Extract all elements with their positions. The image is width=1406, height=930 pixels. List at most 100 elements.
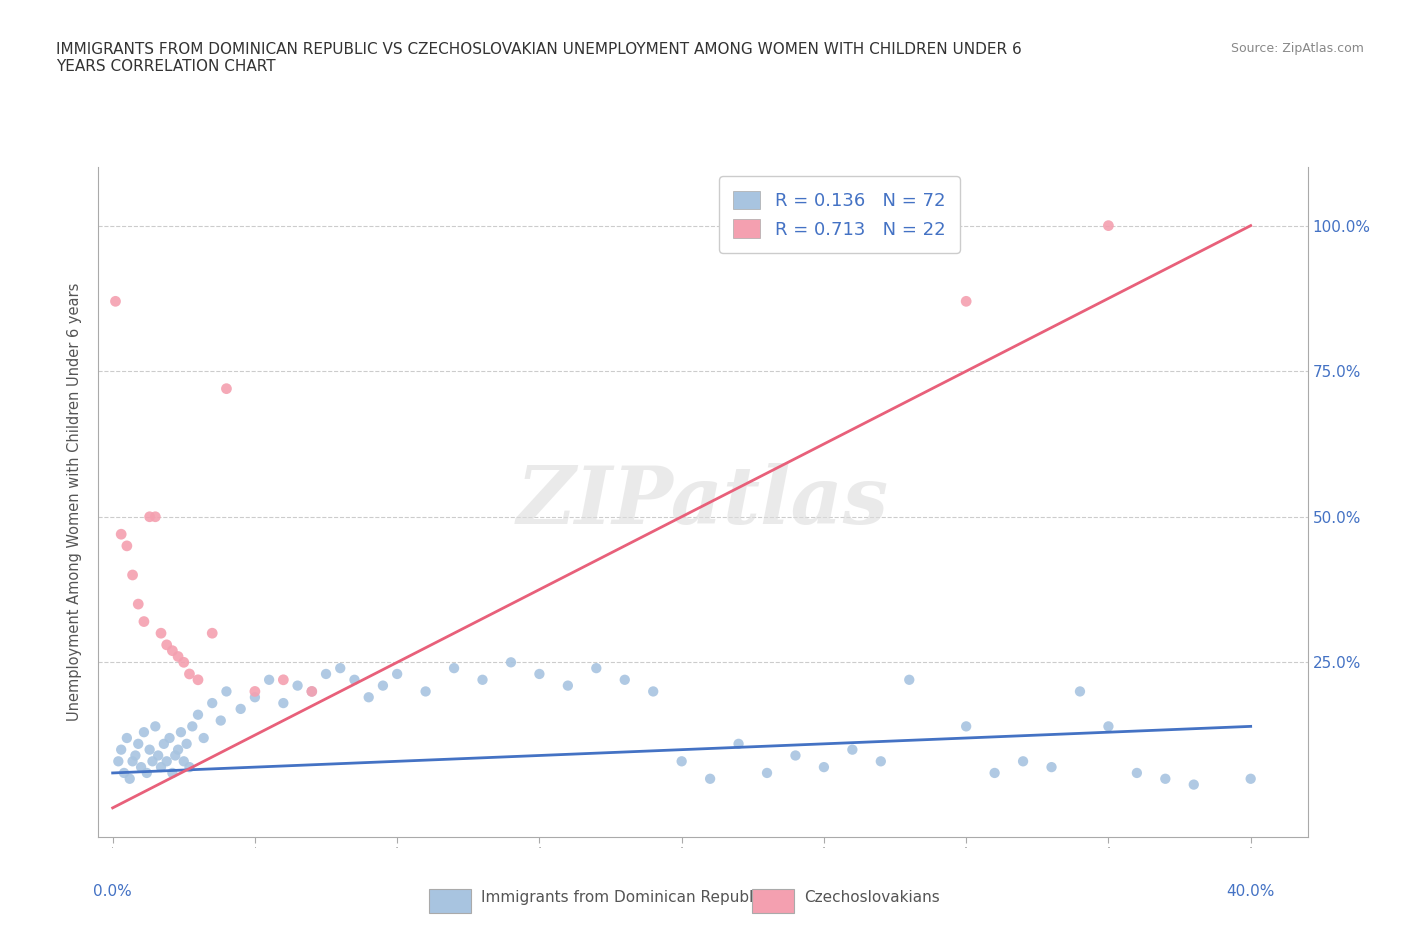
Point — [643, 684, 665, 698]
Point — [173, 754, 195, 769]
Point — [135, 765, 157, 780]
Point — [112, 765, 135, 780]
Text: Immigrants from Dominican Republic: Immigrants from Dominican Republic — [481, 890, 766, 905]
Point — [150, 626, 173, 641]
Point — [443, 660, 465, 675]
Point — [170, 724, 193, 739]
Text: IMMIGRANTS FROM DOMINICAN REPUBLIC VS CZECHOSLOVAKIAN UNEMPLOYMENT AMONG WOMEN W: IMMIGRANTS FROM DOMINICAN REPUBLIC VS CZ… — [56, 42, 1022, 74]
Point — [1097, 219, 1119, 233]
Point — [671, 754, 693, 769]
Point — [499, 655, 522, 670]
Point — [124, 748, 146, 763]
Point — [141, 754, 163, 769]
Point — [273, 672, 295, 687]
Point — [215, 381, 238, 396]
Point — [315, 667, 337, 682]
Point — [229, 701, 252, 716]
Point — [153, 737, 176, 751]
Point — [955, 719, 977, 734]
Point — [146, 748, 169, 763]
Point — [104, 294, 127, 309]
Point — [841, 742, 863, 757]
Point — [287, 678, 309, 693]
Point — [176, 737, 198, 751]
Point — [107, 754, 129, 769]
Point — [869, 754, 891, 769]
Point — [813, 760, 835, 775]
Text: Czechoslovakians: Czechoslovakians — [804, 890, 941, 905]
Point — [1097, 719, 1119, 734]
Point — [1012, 754, 1035, 769]
Point — [955, 294, 977, 309]
Point — [1182, 777, 1205, 792]
Point — [209, 713, 232, 728]
Point — [167, 649, 190, 664]
Point — [343, 672, 366, 687]
Point — [529, 667, 551, 682]
Point — [115, 731, 138, 746]
Point — [1240, 771, 1263, 786]
Y-axis label: Unemployment Among Women with Children Under 6 years: Unemployment Among Women with Children U… — [67, 283, 83, 722]
Point — [385, 667, 408, 682]
Point — [201, 696, 224, 711]
Point — [138, 742, 160, 757]
Point — [156, 754, 179, 769]
Point — [785, 748, 807, 763]
Point — [129, 760, 152, 775]
Point — [215, 684, 238, 698]
Point — [179, 760, 201, 775]
Point — [132, 614, 155, 629]
Text: 0.0%: 0.0% — [93, 884, 132, 898]
Text: 40.0%: 40.0% — [1226, 884, 1275, 898]
Point — [273, 696, 295, 711]
Point — [121, 567, 143, 582]
Point — [1154, 771, 1177, 786]
Point — [613, 672, 636, 687]
Point — [179, 667, 201, 682]
Point — [143, 510, 166, 525]
Point — [173, 655, 195, 670]
Point — [329, 660, 352, 675]
Point — [471, 672, 494, 687]
Point — [193, 731, 215, 746]
Point — [357, 690, 380, 705]
Point — [162, 765, 184, 780]
Point — [187, 672, 209, 687]
Text: ZIPatlas: ZIPatlas — [517, 463, 889, 541]
Point — [150, 760, 173, 775]
Point — [243, 684, 266, 698]
Legend: R = 0.136   N = 72, R = 0.713   N = 22: R = 0.136 N = 72, R = 0.713 N = 22 — [718, 177, 960, 253]
Point — [115, 538, 138, 553]
Text: Source: ZipAtlas.com: Source: ZipAtlas.com — [1230, 42, 1364, 55]
Point — [301, 684, 323, 698]
Point — [167, 742, 190, 757]
Point — [371, 678, 394, 693]
Point — [159, 731, 181, 746]
Point — [1040, 760, 1063, 775]
Point — [132, 724, 155, 739]
Point — [181, 719, 204, 734]
Point — [110, 526, 132, 541]
Point — [699, 771, 721, 786]
Point — [756, 765, 779, 780]
Point — [983, 765, 1005, 780]
Point — [118, 771, 141, 786]
Point — [727, 737, 749, 751]
Point — [162, 644, 184, 658]
Point — [415, 684, 437, 698]
Point — [127, 737, 149, 751]
Point — [1069, 684, 1091, 698]
Point — [1126, 765, 1149, 780]
Point — [898, 672, 921, 687]
Point — [110, 742, 132, 757]
Point — [243, 690, 266, 705]
Point — [301, 684, 323, 698]
Point — [121, 754, 143, 769]
Point — [143, 719, 166, 734]
Point — [138, 510, 160, 525]
Point — [201, 626, 224, 641]
Point — [156, 637, 179, 652]
Point — [127, 597, 149, 612]
Point — [257, 672, 280, 687]
Point — [187, 708, 209, 723]
